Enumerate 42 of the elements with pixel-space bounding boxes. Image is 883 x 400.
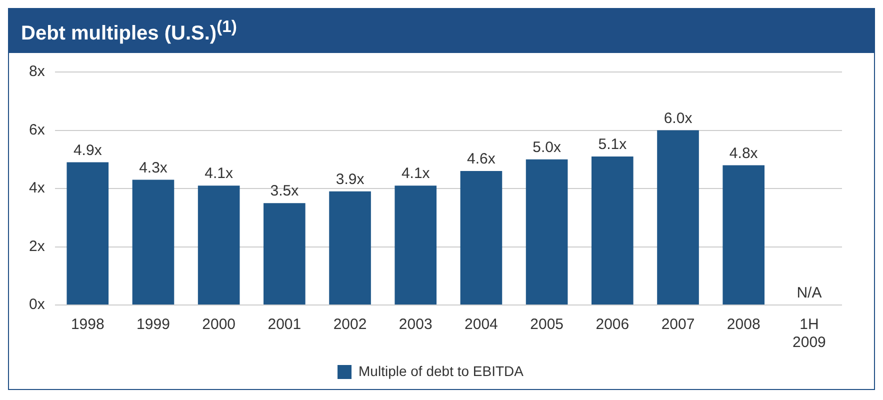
y-tick-label: 6x <box>29 121 46 138</box>
y-tick-label: 2x <box>29 238 46 255</box>
x-tick-label: 2002 <box>333 316 367 334</box>
bar <box>198 186 240 304</box>
x-tick-label: 2000 <box>202 316 236 334</box>
bar <box>394 186 437 304</box>
x-tick-label: 2003 <box>398 316 432 334</box>
y-tick-label: 4x <box>29 180 46 197</box>
data-label: 4.1x <box>401 165 430 182</box>
data-label: 4.6x <box>467 150 496 168</box>
x-tick-label: 2007 <box>661 316 695 334</box>
y-tick-label: 8x <box>29 63 46 80</box>
data-label: 4.3x <box>139 159 168 176</box>
data-label: 5.0x <box>532 139 562 156</box>
data-label: 4.9x <box>73 142 102 159</box>
x-tick-label: 2005 <box>530 316 564 334</box>
data-label: 3.9x <box>336 171 365 188</box>
legend-label: Multiple of debt to EBITDA <box>358 362 524 379</box>
bar <box>526 159 568 304</box>
data-label: 6.0x <box>664 110 693 127</box>
data-label: 4.1x <box>204 165 234 182</box>
bar <box>132 180 174 304</box>
x-tick-label: 1H 2009 <box>792 316 826 352</box>
bar <box>460 171 502 304</box>
x-tick-label: 2001 <box>268 316 302 334</box>
text: N/A <box>796 284 822 302</box>
bar <box>722 165 765 304</box>
bar <box>592 156 634 304</box>
bar <box>264 203 306 304</box>
bar <box>66 162 109 304</box>
x-tick-label: 2006 <box>596 316 630 334</box>
chart-title: Debt multiples (U.S.)$^{(1)}$ <box>9 9 874 53</box>
data-label: 4.8x <box>729 144 758 162</box>
x-tick-label: 1998 <box>70 316 104 334</box>
x-tick-label: 2004 <box>464 316 498 334</box>
y-tick-label: 0x <box>29 296 46 314</box>
x-tick-label: 2008 <box>726 316 760 334</box>
data-label: 5.1x <box>598 136 628 154</box>
bar <box>329 191 371 304</box>
data-label: 3.5x <box>270 182 300 200</box>
x-tick-label: 1999 <box>136 316 170 334</box>
bar <box>657 130 699 304</box>
